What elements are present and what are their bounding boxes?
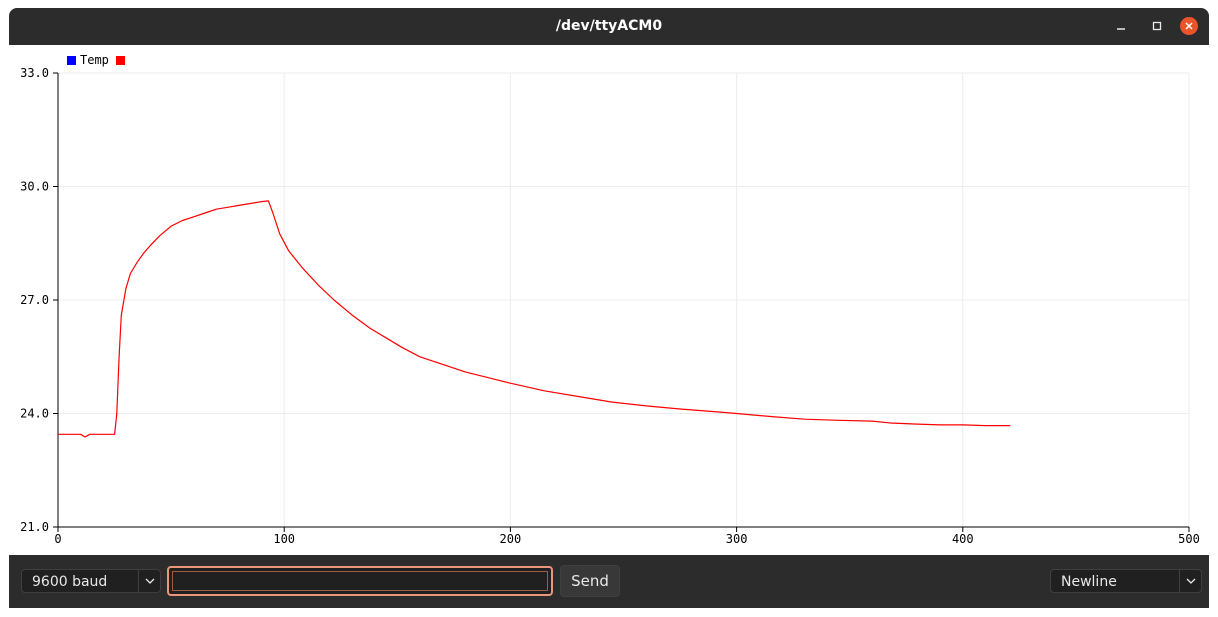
minimize-icon <box>1117 28 1125 30</box>
y-tick-label: 21.0 <box>20 520 49 534</box>
x-tick-label: 300 <box>726 532 748 546</box>
line-ending-value: Newline <box>1061 574 1117 590</box>
legend-label-temp: Temp <box>80 53 109 67</box>
legend-swatch-blue <box>67 56 76 65</box>
baud-rate-value: 9600 baud <box>32 574 108 590</box>
x-tick-label: 400 <box>952 532 974 546</box>
chevron-down-icon <box>138 570 161 592</box>
maximize-icon <box>1152 21 1162 31</box>
temp-series-line <box>58 200 1011 438</box>
chevron-down-icon <box>1179 570 1202 592</box>
x-tick-label: 0 <box>54 532 61 546</box>
legend-swatch-red <box>116 56 125 65</box>
maximize-button[interactable] <box>1147 16 1167 36</box>
temperature-chart: 0 100 200 300 400 500 21.0 24.0 27.0 30.0 33.0 Temp <box>20 53 1200 546</box>
x-tick-label: 200 <box>500 532 522 546</box>
close-icon <box>1185 22 1193 30</box>
serial-plotter-window: /dev/ttyACM0 0 100 200 300 400 500 21.0 24.0 27.… <box>9 8 1209 608</box>
close-button[interactable] <box>1180 17 1198 35</box>
title-bar: /dev/ttyACM0 <box>9 8 1209 45</box>
y-tick-label: 24.0 <box>20 407 49 421</box>
window-title: /dev/ttyACM0 <box>555 18 663 34</box>
send-button[interactable]: Send <box>560 565 620 597</box>
baud-rate-select[interactable]: 9600 baud <box>21 569 161 593</box>
serial-input-wrapper <box>167 566 553 596</box>
x-tick-label: 100 <box>273 532 295 546</box>
y-tick-label: 30.0 <box>20 180 49 194</box>
y-tick-label: 27.0 <box>20 293 49 307</box>
serial-message-input[interactable] <box>172 571 548 591</box>
y-tick-label: 33.0 <box>20 66 49 80</box>
line-ending-select[interactable]: Newline <box>1050 569 1202 593</box>
x-tick-label: 500 <box>1178 532 1200 546</box>
minimize-button[interactable] <box>1111 16 1131 36</box>
bottom-toolbar: 9600 baud Send Newline <box>9 555 1209 608</box>
plot-area: 0 100 200 300 400 500 21.0 24.0 27.0 30.0 33.0 Temp <box>9 45 1209 555</box>
